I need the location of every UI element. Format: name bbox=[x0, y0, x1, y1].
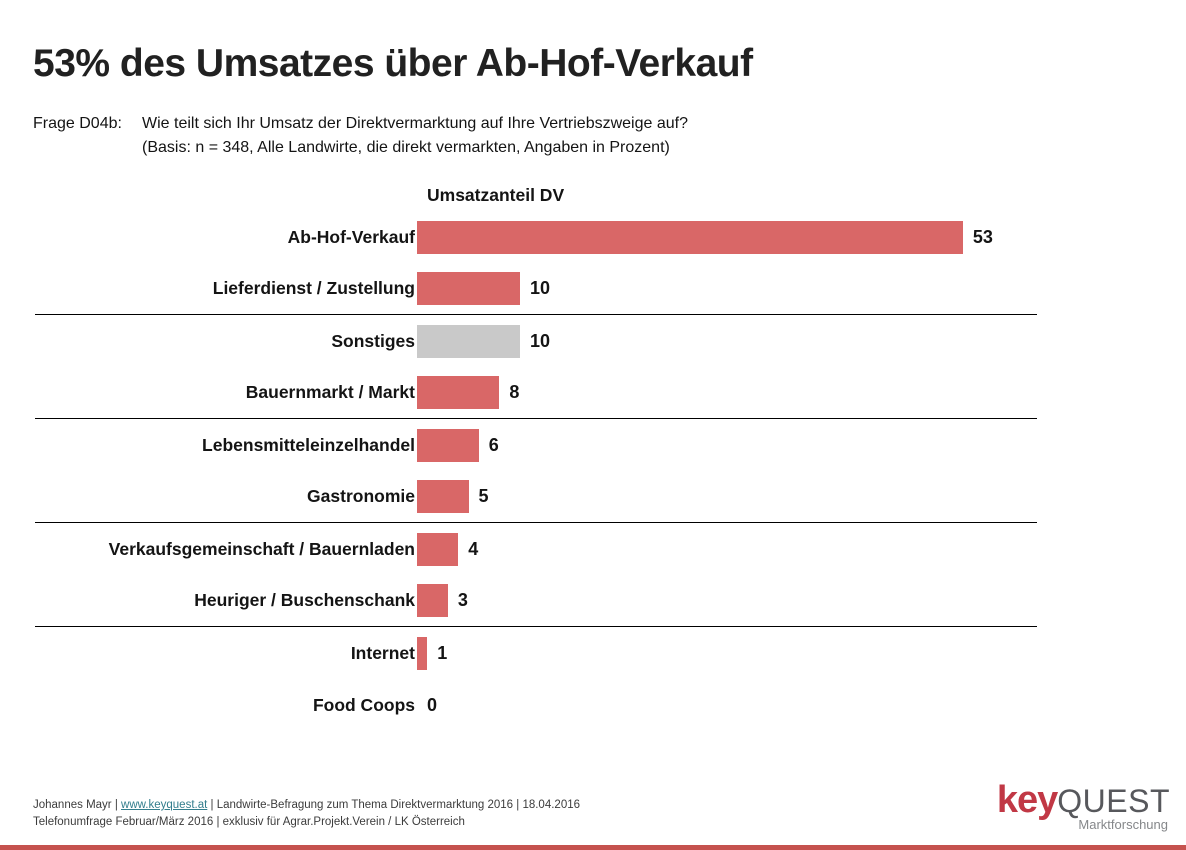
bar-row: Ab-Hof-Verkauf 53 bbox=[35, 211, 1037, 263]
bar bbox=[417, 220, 963, 254]
question-block: Frage D04b: Wie teilt sich Ihr Umsatz de… bbox=[33, 112, 688, 160]
category-label: Gastronomie bbox=[307, 486, 415, 506]
value-label: 1 bbox=[437, 642, 448, 663]
logo-key-text: key bbox=[996, 779, 1058, 821]
keyquest-logo: key QUEST Marktforschung bbox=[997, 781, 1170, 832]
footer-line2: Telefonumfrage Februar/März 2016 | exklu… bbox=[33, 815, 465, 828]
bar bbox=[417, 480, 469, 513]
bar-area: 0 bbox=[417, 689, 1037, 722]
category-label: Heuriger / Buschenschank bbox=[194, 590, 415, 610]
bar-area: 5 bbox=[417, 480, 1037, 513]
bar-row: Food Coops 0 bbox=[35, 679, 1037, 731]
question-text: Wie teilt sich Ihr Umsatz der Direktverm… bbox=[142, 112, 688, 160]
value-label: 4 bbox=[468, 538, 479, 559]
bar-chart: Ab-Hof-Verkauf 53 Lieferdienst / Zustellun… bbox=[35, 211, 1037, 731]
logo-quest-text: QUEST bbox=[1057, 783, 1170, 819]
question-line2: (Basis: n = 348, Alle Landwirte, die dir… bbox=[142, 139, 670, 156]
bar-row: Internet 1 bbox=[35, 627, 1037, 679]
value-label: 8 bbox=[509, 382, 520, 402]
value-label: 3 bbox=[457, 590, 468, 610]
value-label: 5 bbox=[478, 486, 489, 506]
bar bbox=[417, 324, 520, 358]
bar bbox=[417, 532, 459, 566]
category-label: Food Coops bbox=[312, 694, 415, 715]
value-label: 6 bbox=[488, 434, 499, 455]
bar-area: 3 bbox=[417, 584, 1037, 617]
bar bbox=[417, 584, 448, 617]
bar-area: 8 bbox=[417, 376, 1037, 409]
bar bbox=[417, 272, 520, 305]
bar bbox=[417, 428, 479, 462]
bar-row: Lebensmitteleinzelhandel 6 bbox=[35, 419, 1037, 471]
value-label: 10 bbox=[530, 278, 551, 298]
category-label: Ab-Hof-Verkauf bbox=[287, 226, 415, 247]
bar-area: 53 bbox=[417, 220, 1037, 254]
category-label: Sonstiges bbox=[331, 330, 415, 351]
value-label: 10 bbox=[530, 330, 551, 351]
bar-row: Gastronomie 5 bbox=[35, 471, 1037, 523]
category-label: Lebensmitteleinzelhandel bbox=[202, 434, 415, 455]
value-label: 0 bbox=[427, 694, 438, 715]
footer: Johannes Mayr | www.keyquest.at | Landwi… bbox=[33, 797, 580, 830]
bar-row: Verkaufsgemeinschaft / Bauernladen 4 bbox=[35, 523, 1037, 575]
bar bbox=[417, 376, 500, 409]
footer-source: | Landwirte-Befragung zum Thema Direktve… bbox=[207, 799, 581, 811]
logo-subtitle: Marktforschung bbox=[1078, 817, 1168, 832]
bar-area: 1 bbox=[417, 636, 1037, 670]
question-line1: Wie teilt sich Ihr Umsatz der Direktverm… bbox=[142, 115, 688, 132]
bar-area: 4 bbox=[417, 532, 1037, 566]
bar-row: Heuriger / Buschenschank 3 bbox=[35, 575, 1037, 627]
bar-area: 10 bbox=[417, 272, 1037, 305]
footer-author: Johannes Mayr | bbox=[33, 799, 122, 811]
bar bbox=[417, 636, 428, 670]
category-label: Bauernmarkt / Markt bbox=[245, 382, 415, 402]
logo-wordmark: key QUEST bbox=[997, 781, 1170, 819]
question-label: Frage D04b: bbox=[33, 115, 122, 132]
category-label: Internet bbox=[350, 642, 415, 663]
bar-row: Lieferdienst / Zustellung 10 bbox=[35, 263, 1037, 315]
bar-area: 10 bbox=[417, 324, 1037, 358]
page-title: 53% des Umsatzes über Ab-Hof-Verkauf bbox=[33, 42, 753, 85]
value-label: 53 bbox=[972, 226, 993, 247]
bar-row: Sonstiges 10 bbox=[35, 315, 1037, 367]
chart-title: Umsatzanteil DV bbox=[427, 185, 565, 205]
bar-area: 6 bbox=[417, 428, 1037, 462]
bottom-accent-bar bbox=[0, 845, 1186, 850]
category-label: Lieferdienst / Zustellung bbox=[212, 278, 415, 298]
category-label: Verkaufsgemeinschaft / Bauernladen bbox=[108, 538, 415, 559]
footer-line1: Johannes Mayr | www.keyquest.at | Landwi… bbox=[33, 797, 580, 814]
bar-row: Bauernmarkt / Markt 8 bbox=[35, 367, 1037, 419]
keyquest-link[interactable]: www.keyquest.at bbox=[121, 799, 208, 811]
